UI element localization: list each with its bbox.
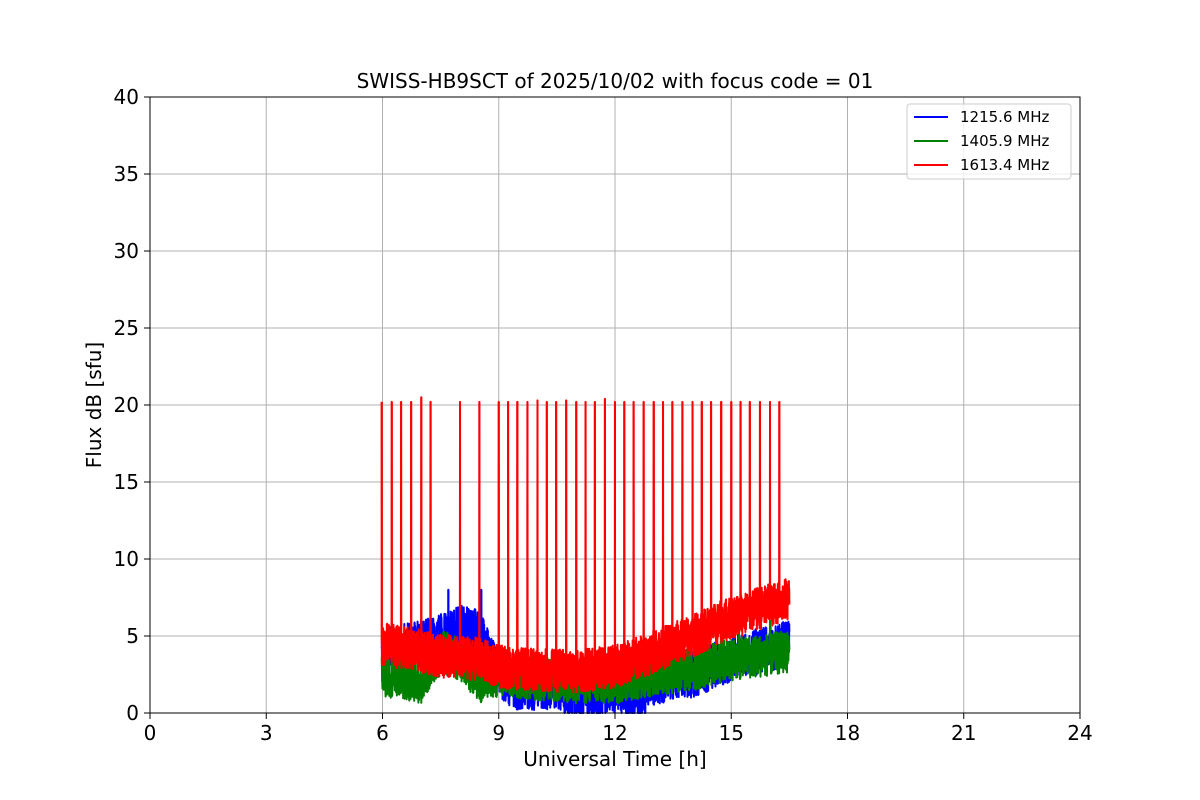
y-tick-label: 15 — [114, 470, 139, 494]
x-tick-label: 9 — [492, 721, 505, 745]
y-tick-label: 5 — [126, 624, 139, 648]
y-tick-label: 35 — [114, 162, 139, 186]
x-tick-label: 24 — [1067, 721, 1092, 745]
chart-title: SWISS-HB9SCT of 2025/10/02 with focus co… — [357, 69, 874, 93]
y-axis-label: Flux dB [sfu] — [82, 342, 106, 468]
y-tick-label: 40 — [114, 85, 139, 109]
x-tick-label: 6 — [376, 721, 389, 745]
y-tick-label: 10 — [114, 547, 139, 571]
y-tick-label: 30 — [114, 239, 139, 263]
x-axis: 0 3 6 9 12 15 18 21 24 — [144, 713, 1093, 745]
x-tick-label: 21 — [951, 721, 976, 745]
x-tick-label: 0 — [144, 721, 157, 745]
plot-area — [380, 396, 791, 714]
y-tick-label: 0 — [126, 701, 139, 725]
x-axis-label: Universal Time [h] — [523, 747, 706, 771]
y-tick-label: 20 — [114, 393, 139, 417]
y-tick-label: 25 — [114, 316, 139, 340]
legend: 1215.6 MHz 1405.9 MHz 1613.4 MHz — [906, 103, 1072, 180]
x-tick-label: 18 — [835, 721, 860, 745]
legend-box — [906, 103, 1072, 180]
y-axis: 0 5 10 15 20 25 30 35 40 — [114, 85, 150, 725]
series-3 — [380, 396, 791, 694]
x-tick-label: 15 — [719, 721, 744, 745]
legend-label: 1405.9 MHz — [960, 132, 1049, 150]
x-tick-label: 12 — [602, 721, 627, 745]
legend-label: 1215.6 MHz — [960, 108, 1049, 126]
x-tick-label: 3 — [260, 721, 273, 745]
legend-label: 1613.4 MHz — [960, 156, 1049, 174]
